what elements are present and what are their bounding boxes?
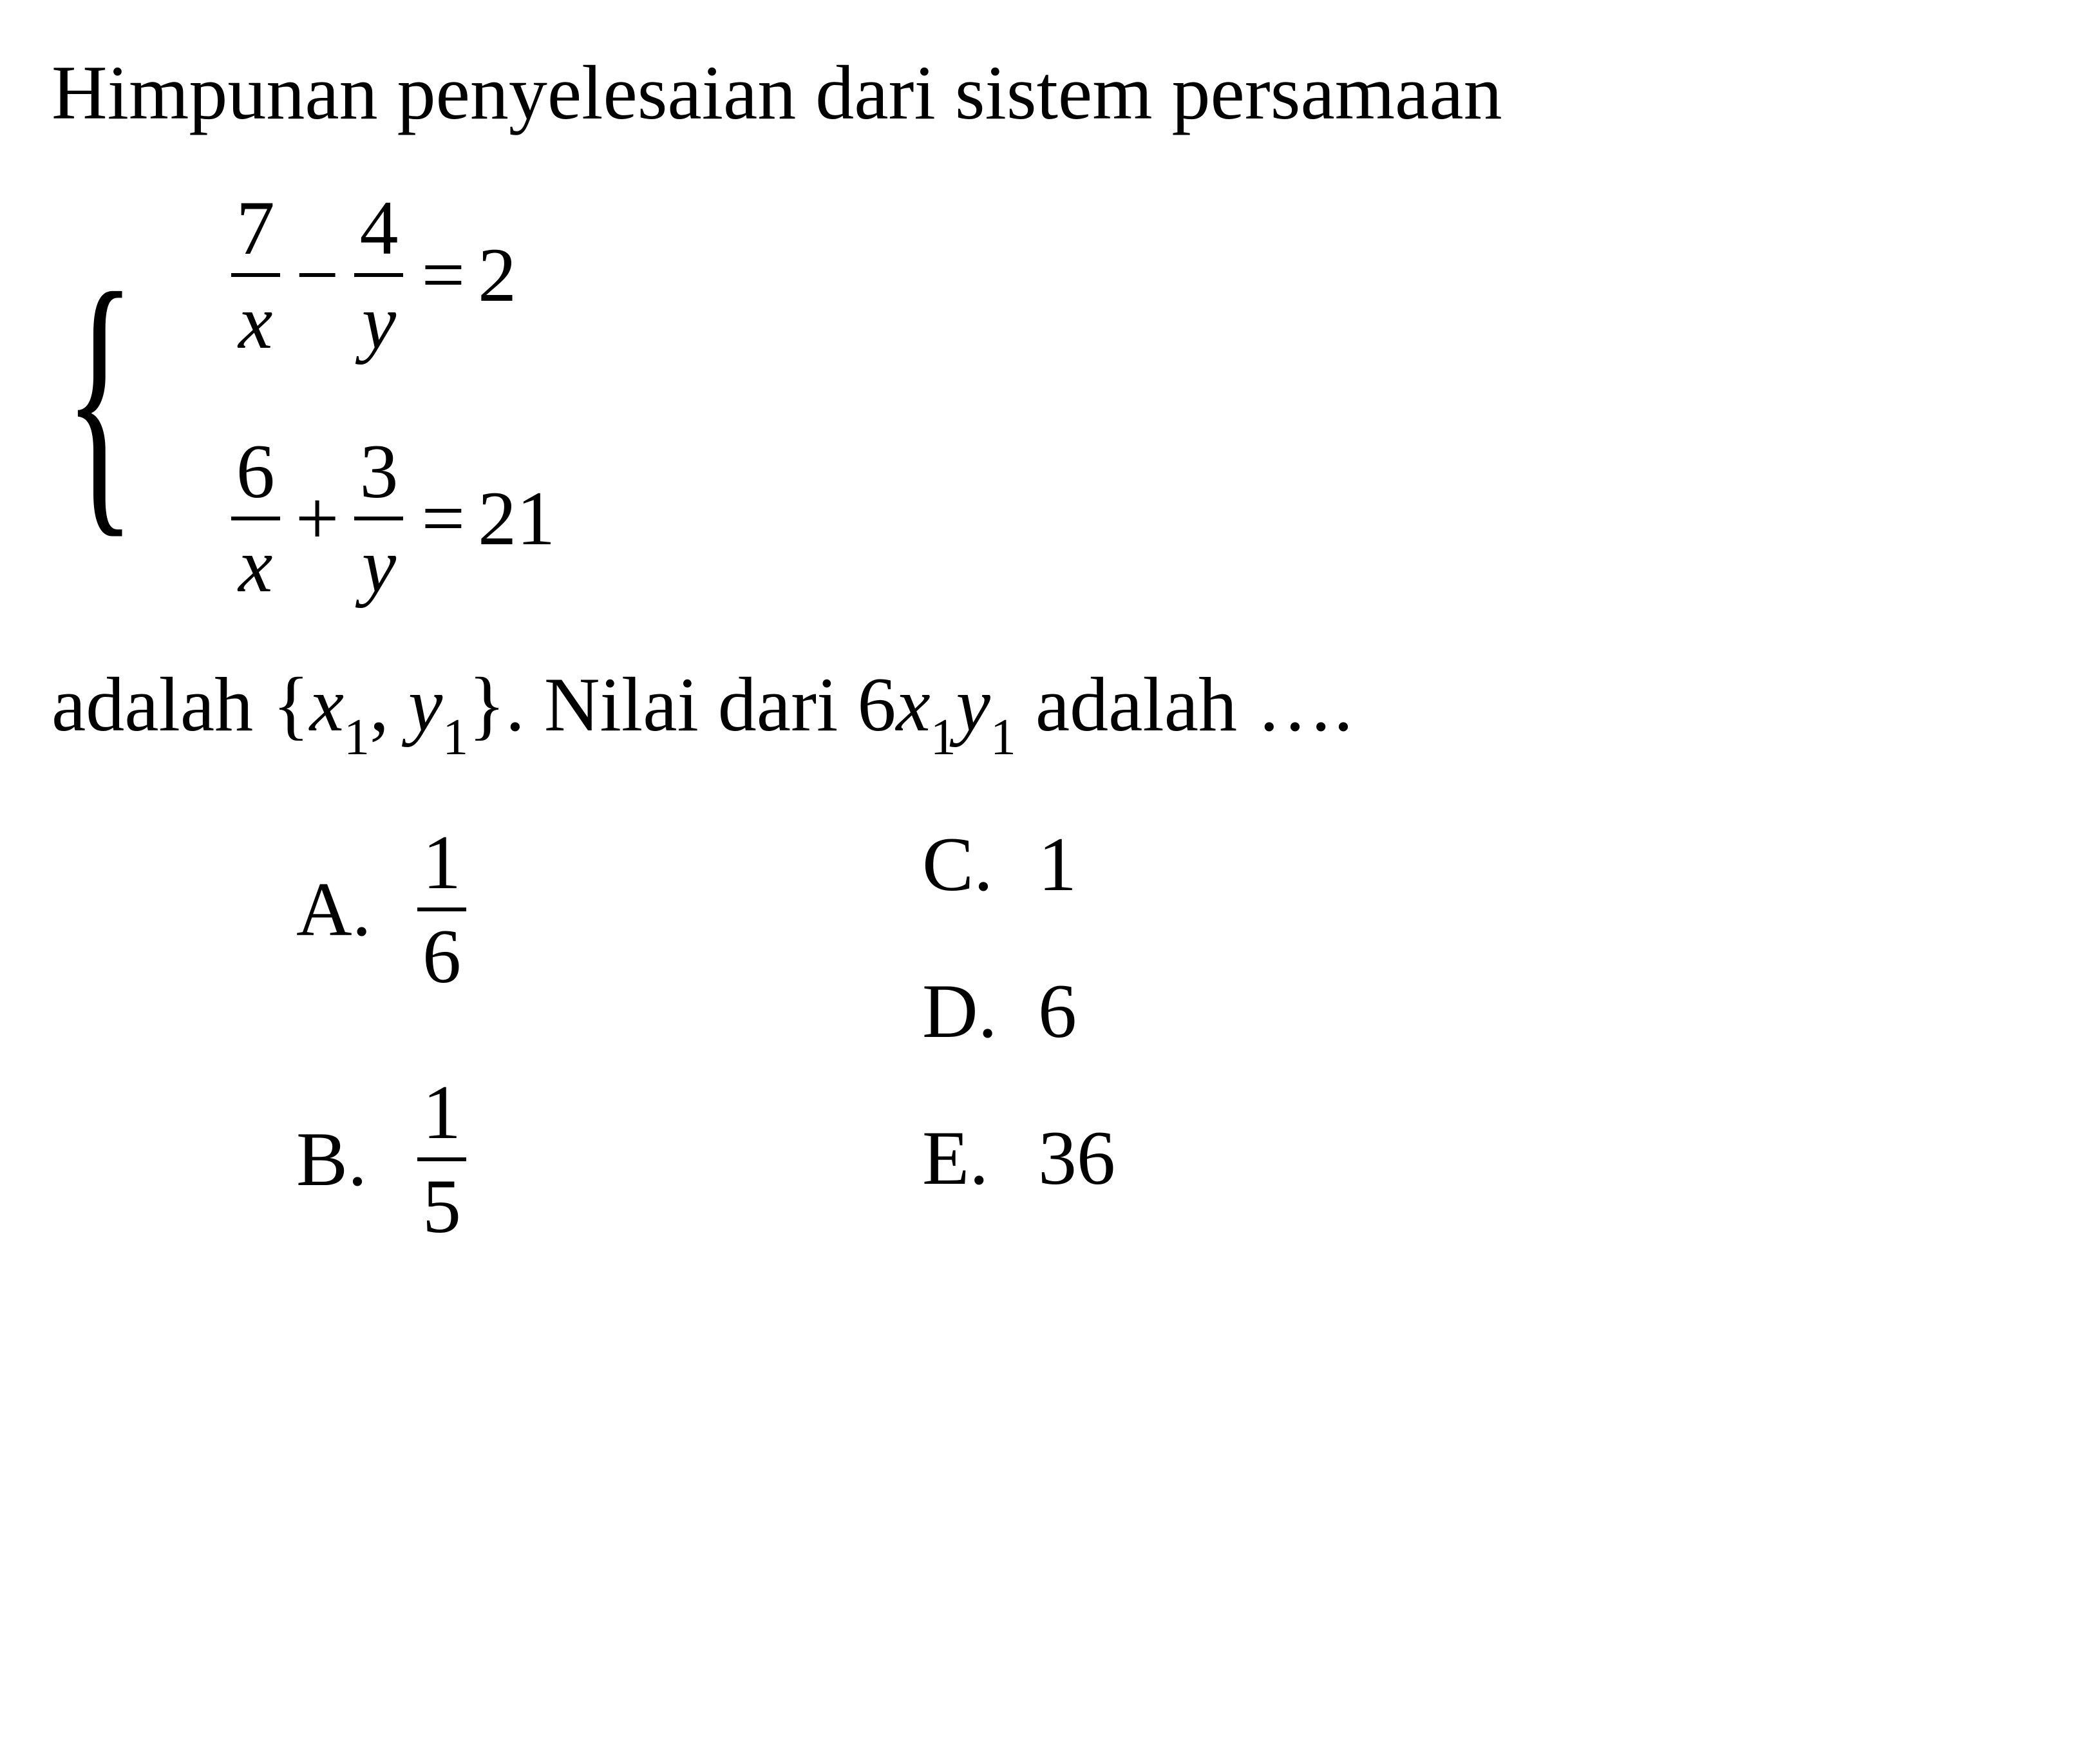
equation-2: 6 x + 3 y = 21 bbox=[226, 429, 555, 608]
option-d[interactable]: D. 6 bbox=[922, 967, 1115, 1056]
option-c-label: C. bbox=[922, 820, 1006, 909]
var-x1-b: x bbox=[896, 661, 930, 747]
option-c[interactable]: C. 1 bbox=[922, 820, 1115, 909]
options-right-column: C. 1 D. 6 E. 36 bbox=[922, 820, 1115, 1249]
solution-prefix: adalah { bbox=[52, 661, 310, 747]
equation-system: { 7 x − 4 y = 2 6 x + 3 y = bbox=[64, 185, 2048, 608]
var-y1: y bbox=[408, 661, 442, 747]
option-a-fraction: 1 6 bbox=[417, 820, 466, 999]
option-e-label: E. bbox=[922, 1114, 1006, 1202]
option-c-value: 1 bbox=[1038, 820, 1077, 909]
eq2-fraction-2: 3 y bbox=[354, 429, 403, 608]
eq2-frac2-denominator: y bbox=[357, 520, 401, 608]
eq1-fraction-2: 4 y bbox=[354, 185, 403, 365]
eq1-operator: − bbox=[296, 231, 339, 319]
var-y1-b: y bbox=[956, 661, 990, 747]
comma: , bbox=[370, 661, 408, 747]
option-a[interactable]: A. 1 6 bbox=[296, 820, 471, 999]
options-left-column: A. 1 6 B. 1 5 bbox=[296, 820, 471, 1249]
options-container: A. 1 6 B. 1 5 C. 1 D. 6 bbox=[296, 820, 2048, 1249]
eq1-frac2-numerator: 4 bbox=[354, 185, 403, 277]
option-d-label: D. bbox=[922, 967, 1006, 1056]
option-b-value: 1 5 bbox=[412, 1070, 471, 1249]
sub-y1-b: 1 bbox=[990, 709, 1016, 766]
eq2-frac1-numerator: 6 bbox=[231, 429, 280, 520]
option-e[interactable]: E. 36 bbox=[922, 1114, 1115, 1202]
solution-mid: }. Nilai dari 6 bbox=[468, 661, 896, 747]
sub-x1-b: 1 bbox=[931, 709, 956, 766]
option-b-numerator: 1 bbox=[417, 1070, 466, 1161]
equation-1: 7 x − 4 y = 2 bbox=[226, 185, 555, 365]
eq2-frac2-numerator: 3 bbox=[354, 429, 403, 520]
solution-suffix: adalah …. bbox=[1016, 661, 1353, 747]
option-a-numerator: 1 bbox=[417, 820, 466, 911]
var-x1: x bbox=[310, 661, 344, 747]
option-b-denominator: 5 bbox=[417, 1161, 466, 1249]
eq2-operator: + bbox=[296, 474, 339, 563]
option-e-value: 36 bbox=[1038, 1114, 1115, 1202]
eq2-fraction-1: 6 x bbox=[231, 429, 280, 608]
eq1-rhs: 2 bbox=[478, 231, 516, 319]
question-intro: Himpunan penyelesaian dari sistem persam… bbox=[52, 39, 2048, 147]
eq1-frac1-numerator: 7 bbox=[231, 185, 280, 277]
sub-y1: 1 bbox=[442, 709, 468, 766]
option-b-label: B. bbox=[296, 1115, 380, 1204]
eq1-frac2-denominator: y bbox=[357, 277, 401, 365]
left-brace: { bbox=[64, 278, 135, 515]
option-b-fraction: 1 5 bbox=[417, 1070, 466, 1249]
eq1-equals: = bbox=[421, 231, 465, 319]
option-a-value: 1 6 bbox=[412, 820, 471, 999]
option-a-label: A. bbox=[296, 865, 380, 954]
eq1-fraction-1: 7 x bbox=[231, 185, 280, 365]
eq2-rhs: 21 bbox=[478, 474, 555, 563]
solution-text: adalah {x1, y1}. Nilai dari 6x1y1 adalah… bbox=[52, 647, 2048, 768]
sub-x1: 1 bbox=[344, 709, 370, 766]
eq2-equals: = bbox=[421, 474, 465, 563]
equations-group: 7 x − 4 y = 2 6 x + 3 y = 21 bbox=[226, 185, 555, 608]
eq2-frac1-denominator: x bbox=[233, 520, 278, 608]
option-d-value: 6 bbox=[1038, 967, 1077, 1056]
eq1-frac1-denominator: x bbox=[233, 277, 278, 365]
option-b[interactable]: B. 1 5 bbox=[296, 1070, 471, 1249]
option-a-denominator: 6 bbox=[417, 911, 466, 999]
